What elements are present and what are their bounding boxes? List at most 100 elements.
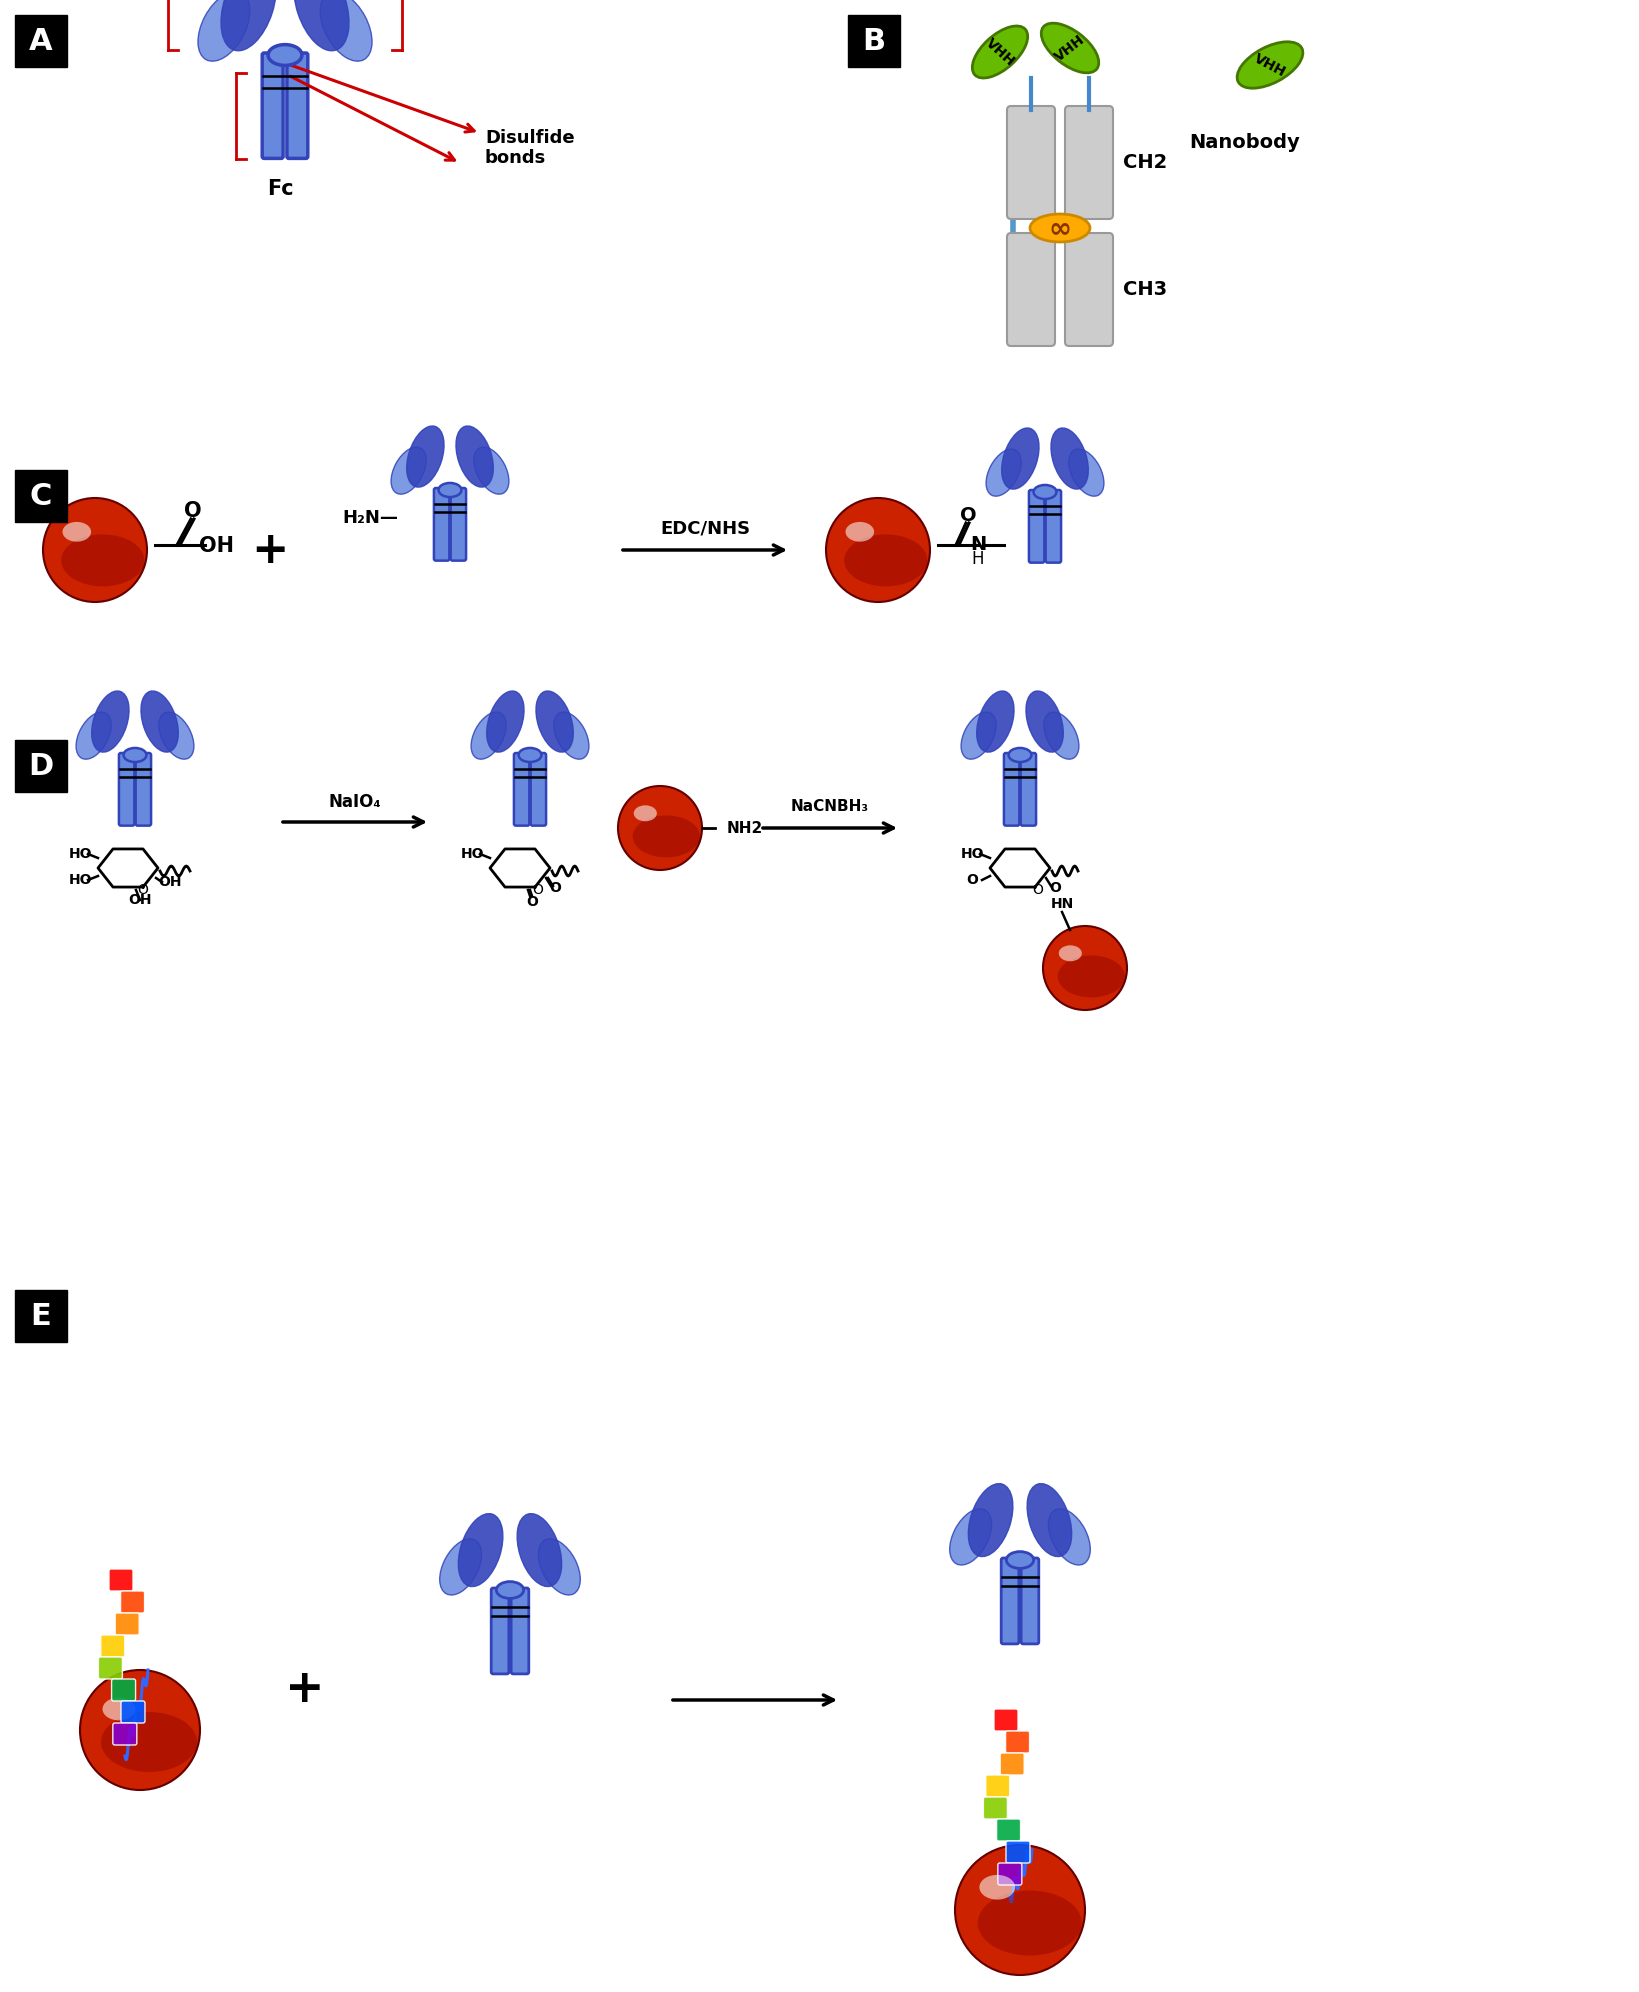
Ellipse shape xyxy=(633,815,700,857)
Ellipse shape xyxy=(634,805,657,821)
Text: CH2: CH2 xyxy=(1123,153,1167,171)
Ellipse shape xyxy=(293,0,349,50)
Ellipse shape xyxy=(459,1514,503,1586)
Text: HO: HO xyxy=(960,847,983,861)
Text: VHH: VHH xyxy=(1052,32,1088,64)
FancyBboxPatch shape xyxy=(15,470,67,522)
Text: HN: HN xyxy=(1051,896,1074,910)
Text: OH: OH xyxy=(200,536,234,556)
Text: N: N xyxy=(970,534,987,554)
Ellipse shape xyxy=(320,0,372,62)
Ellipse shape xyxy=(1059,946,1082,962)
Ellipse shape xyxy=(474,446,508,494)
FancyBboxPatch shape xyxy=(287,54,308,159)
FancyBboxPatch shape xyxy=(983,1797,1008,1819)
FancyBboxPatch shape xyxy=(451,488,465,560)
FancyBboxPatch shape xyxy=(1000,1753,1024,1775)
Text: OH: OH xyxy=(159,874,182,888)
FancyBboxPatch shape xyxy=(1006,106,1056,219)
Text: B: B xyxy=(862,26,885,56)
Text: O: O xyxy=(965,872,978,886)
Ellipse shape xyxy=(1026,691,1064,753)
Ellipse shape xyxy=(80,1669,200,1791)
Ellipse shape xyxy=(392,446,426,494)
FancyBboxPatch shape xyxy=(15,1291,67,1343)
FancyBboxPatch shape xyxy=(120,753,134,825)
FancyBboxPatch shape xyxy=(993,1709,1018,1731)
Ellipse shape xyxy=(987,448,1021,496)
Text: O: O xyxy=(1033,882,1044,896)
Ellipse shape xyxy=(497,1582,523,1598)
FancyBboxPatch shape xyxy=(15,739,67,793)
Ellipse shape xyxy=(536,691,574,753)
Ellipse shape xyxy=(960,711,997,759)
Text: HO: HO xyxy=(69,847,92,861)
Ellipse shape xyxy=(1008,747,1031,763)
Text: OH: OH xyxy=(128,892,152,906)
Ellipse shape xyxy=(1044,711,1078,759)
Ellipse shape xyxy=(539,1538,580,1596)
Text: VHH: VHH xyxy=(1252,52,1288,80)
Ellipse shape xyxy=(62,522,92,542)
Ellipse shape xyxy=(1057,956,1124,998)
Ellipse shape xyxy=(844,534,928,586)
Ellipse shape xyxy=(1051,428,1088,490)
Text: +: + xyxy=(285,1667,325,1713)
Ellipse shape xyxy=(972,26,1028,78)
FancyBboxPatch shape xyxy=(1001,1558,1019,1643)
FancyBboxPatch shape xyxy=(1005,753,1019,825)
Ellipse shape xyxy=(618,787,701,871)
Text: O: O xyxy=(533,882,544,896)
Ellipse shape xyxy=(980,1874,1015,1900)
Text: NaCNBH₃: NaCNBH₃ xyxy=(792,799,869,813)
Ellipse shape xyxy=(269,44,302,66)
FancyBboxPatch shape xyxy=(985,1775,1010,1797)
Ellipse shape xyxy=(439,482,462,498)
Text: A: A xyxy=(30,26,52,56)
Text: Fab: Fab xyxy=(123,0,164,2)
Text: Disulfide
bonds: Disulfide bonds xyxy=(485,129,575,167)
Ellipse shape xyxy=(102,1711,197,1773)
Ellipse shape xyxy=(470,711,506,759)
FancyBboxPatch shape xyxy=(1065,106,1113,219)
Text: Nanobody: Nanobody xyxy=(1190,133,1300,151)
FancyBboxPatch shape xyxy=(515,753,529,825)
Ellipse shape xyxy=(159,711,193,759)
FancyBboxPatch shape xyxy=(110,1570,133,1592)
Ellipse shape xyxy=(1006,1552,1034,1568)
Ellipse shape xyxy=(406,426,444,488)
Ellipse shape xyxy=(92,691,129,753)
Ellipse shape xyxy=(826,498,929,602)
Text: EDC/NHS: EDC/NHS xyxy=(661,520,751,538)
Text: HO: HO xyxy=(461,847,484,861)
Ellipse shape xyxy=(1042,926,1128,1010)
FancyBboxPatch shape xyxy=(1006,1841,1029,1863)
Ellipse shape xyxy=(103,1697,136,1721)
Ellipse shape xyxy=(198,0,249,62)
FancyBboxPatch shape xyxy=(1046,490,1060,562)
Ellipse shape xyxy=(977,691,1015,753)
Ellipse shape xyxy=(456,426,493,488)
FancyBboxPatch shape xyxy=(847,16,900,68)
FancyBboxPatch shape xyxy=(531,753,546,825)
FancyBboxPatch shape xyxy=(1006,1731,1029,1753)
Ellipse shape xyxy=(141,691,179,753)
Text: NaIO₄: NaIO₄ xyxy=(329,793,382,811)
FancyBboxPatch shape xyxy=(113,1723,136,1745)
Ellipse shape xyxy=(1049,1508,1090,1566)
Text: VHH: VHH xyxy=(983,36,1018,68)
Ellipse shape xyxy=(949,1508,992,1566)
Ellipse shape xyxy=(554,711,588,759)
Ellipse shape xyxy=(1041,24,1098,74)
Ellipse shape xyxy=(1001,428,1039,490)
FancyBboxPatch shape xyxy=(997,1819,1021,1841)
Ellipse shape xyxy=(1237,42,1303,88)
Ellipse shape xyxy=(1034,484,1057,500)
Text: O: O xyxy=(138,882,149,896)
Text: H₂N—: H₂N— xyxy=(343,510,398,528)
Text: Fab: Fab xyxy=(406,0,447,2)
Ellipse shape xyxy=(978,1890,1082,1956)
Ellipse shape xyxy=(1069,448,1105,496)
FancyBboxPatch shape xyxy=(511,1588,529,1673)
Text: O: O xyxy=(526,894,538,908)
